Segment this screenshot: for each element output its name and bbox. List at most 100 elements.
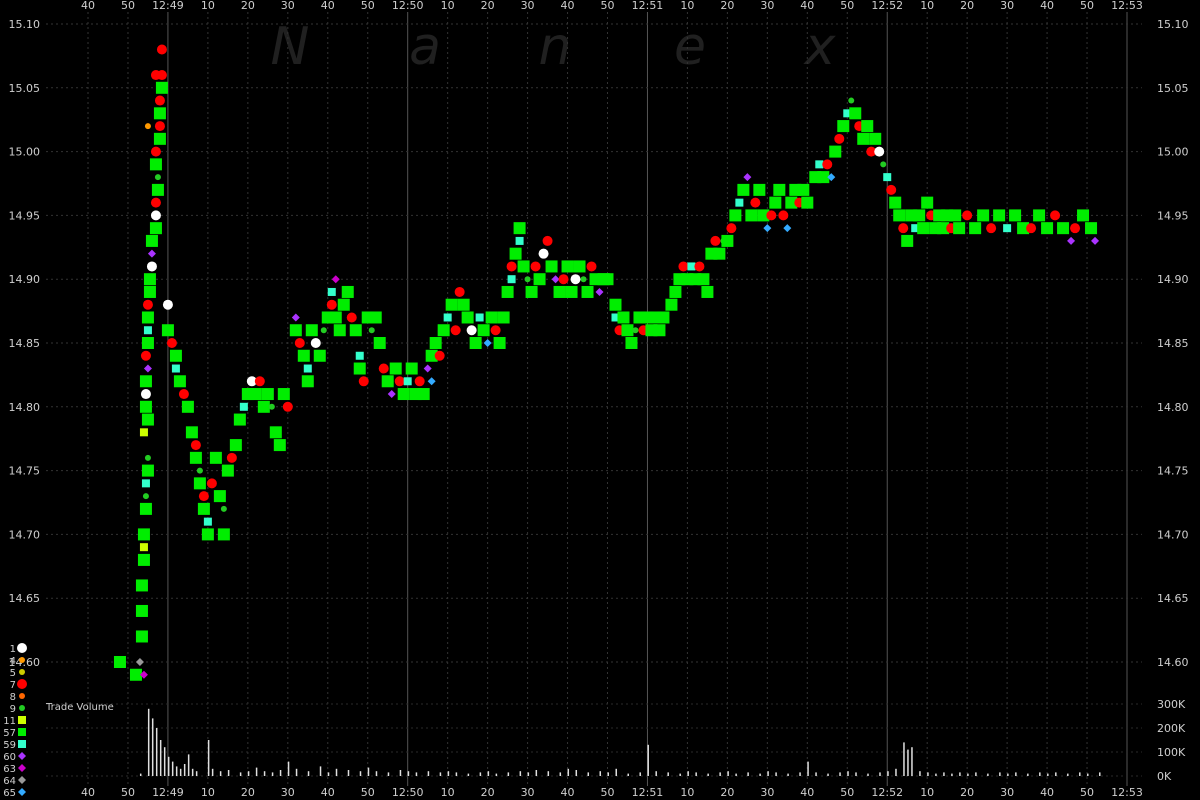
trade-point: [268, 403, 275, 410]
trade-point: [140, 389, 151, 400]
trade-point: [848, 97, 855, 104]
trade-point: [773, 183, 786, 196]
trade-point: [977, 209, 990, 222]
trade-point: [171, 364, 180, 373]
trade-point: [937, 222, 950, 235]
time-tick-label: 30: [281, 0, 295, 12]
trade-point: [139, 543, 148, 552]
trade-point: [580, 276, 587, 283]
trade-point: [778, 210, 789, 221]
volume-bar: [195, 771, 198, 776]
trade-point: [427, 377, 436, 386]
legend-marker: [19, 705, 25, 711]
volume-bar: [327, 772, 330, 776]
trade-point: [155, 81, 168, 94]
trade-point: [369, 311, 382, 324]
watermark-letter: n: [539, 17, 572, 77]
trade-point: [483, 339, 492, 347]
time-tick-label: 40: [800, 786, 814, 799]
trade-point: [414, 376, 425, 387]
volume-bar: [775, 772, 777, 776]
trade-point: [750, 197, 761, 208]
trade-point: [144, 454, 151, 461]
trade-point: [143, 285, 156, 298]
time-tick-label: 20: [960, 786, 974, 799]
volume-bar: [855, 772, 857, 776]
volume-bar: [627, 773, 629, 776]
trade-point: [301, 375, 314, 388]
trade-point: [203, 517, 212, 526]
volume-bar: [271, 772, 274, 776]
trade-point: [135, 604, 148, 617]
time-tick-label: 10: [920, 786, 934, 799]
trade-point: [713, 247, 726, 260]
time-tick-label: 50: [601, 0, 615, 12]
volume-bar: [375, 771, 378, 776]
time-tick-label: 12:53: [1111, 0, 1143, 12]
trade-point: [517, 260, 530, 273]
trade-point: [169, 349, 182, 362]
trade-point: [657, 311, 670, 324]
trade-point: [507, 275, 516, 284]
trade-point: [147, 249, 156, 258]
trade-point: [257, 400, 270, 413]
trade-point: [151, 183, 164, 196]
volume-bar: [615, 768, 617, 776]
trade-point: [763, 224, 772, 233]
trade-point: [221, 464, 234, 477]
volume-bar: [599, 771, 602, 776]
trade-point: [135, 658, 144, 666]
trade-point: [417, 388, 430, 401]
volume-bar: [639, 772, 641, 776]
trade-point: [150, 70, 161, 81]
trade-point: [743, 173, 752, 182]
trade-point: [530, 261, 541, 272]
trade-point: [381, 375, 394, 388]
trade-point: [434, 350, 445, 361]
volume-bar: [767, 771, 769, 776]
legend-label: 7: [10, 680, 16, 691]
trade-point: [150, 197, 161, 208]
trade-point: [355, 351, 364, 360]
trade-point: [558, 274, 569, 285]
trade-point: [141, 413, 154, 426]
trade-point: [135, 630, 148, 643]
volume-bar: [527, 772, 530, 776]
volume-bar: [807, 761, 809, 776]
volume-tick-label: 0K: [1157, 770, 1172, 783]
time-tick-label: 12:50: [392, 0, 424, 12]
trade-point: [561, 260, 574, 273]
trade-point: [327, 287, 336, 296]
volume-bar: [279, 770, 282, 776]
legend-marker: [17, 643, 27, 653]
price-tick-label: 14.80: [1157, 401, 1189, 414]
trade-point: [501, 285, 514, 298]
trade-point: [843, 109, 852, 118]
trade-point: [1085, 222, 1098, 235]
trade-point: [137, 553, 150, 566]
time-tick-label: 40: [1040, 0, 1054, 12]
trade-point: [490, 325, 501, 336]
volume-bar: [1039, 772, 1041, 776]
volume-bar: [815, 772, 817, 776]
trade-point: [196, 467, 203, 474]
trade-point: [269, 426, 282, 439]
trade-point: [1017, 222, 1030, 235]
trade-point: [249, 388, 262, 401]
trade-point: [817, 171, 830, 184]
watermark-letter: N: [271, 17, 310, 77]
trade-point: [1057, 222, 1070, 235]
trade-point: [565, 285, 578, 298]
trade-point: [921, 196, 934, 209]
trade-point: [678, 261, 689, 272]
price-tick-label: 14.90: [1157, 273, 1189, 286]
trade-point: [333, 324, 346, 337]
trade-point: [150, 146, 161, 157]
price-tick-label: 14.70: [9, 528, 41, 541]
volume-bar: [607, 772, 609, 776]
volume-bar: [1099, 772, 1101, 776]
trade-point: [837, 120, 850, 133]
trade-point: [139, 502, 152, 515]
trade-point: [801, 196, 814, 209]
trade-point: [394, 376, 405, 387]
